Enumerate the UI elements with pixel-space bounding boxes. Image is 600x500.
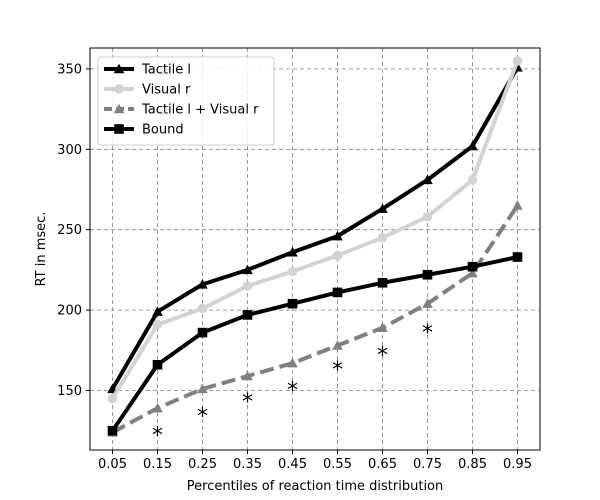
- data-point: [107, 393, 118, 404]
- series-line: [110, 60, 520, 400]
- x-tick-label: 0.35: [233, 457, 262, 472]
- x-tick-label: 0.95: [503, 457, 532, 472]
- legend-box: [97, 56, 275, 146]
- y-tick-label: 250: [57, 223, 82, 238]
- data-point: [242, 281, 253, 291]
- data-point: [287, 266, 298, 277]
- y-tick-label: 150: [57, 384, 82, 399]
- significance-asterisk: *: [377, 343, 388, 368]
- legend-marker: [114, 124, 124, 134]
- series-line: [111, 204, 520, 435]
- plot-frame: [89, 47, 541, 451]
- annotation-layer: * * * * * * *: [152, 321, 433, 449]
- series-0: [107, 62, 523, 394]
- legend-item: Tactile l + Visual r: [104, 103, 259, 118]
- data-point: [467, 175, 478, 185]
- legend-item: Tactile l: [104, 63, 191, 78]
- data-point: [422, 174, 433, 185]
- data-point: [377, 203, 388, 214]
- x-axis-label: Percentiles of reaction time distributio…: [187, 479, 444, 494]
- x-tick-label: 0.55: [323, 457, 352, 472]
- series-layer: [107, 56, 523, 437]
- data-point: [467, 261, 478, 272]
- data-point: [152, 402, 163, 413]
- axis-ticks: 0.05 0.15 0.25 0.35 0.45 0.55 0.65 0.75 0.85 0.95…: [57, 62, 532, 472]
- y-tick-label: 200: [57, 304, 82, 319]
- legend-label: Tactile l: [141, 63, 191, 78]
- y-tick-label: 300: [57, 143, 82, 158]
- data-point: [197, 279, 208, 289]
- data-point: [287, 298, 298, 309]
- series-line: [110, 66, 520, 390]
- data-point: [287, 246, 298, 257]
- data-point: [287, 357, 298, 368]
- data-point: [377, 322, 388, 333]
- significance-asterisk: *: [197, 404, 208, 429]
- data-point: [152, 319, 163, 330]
- x-tick-label: 0.45: [278, 457, 307, 472]
- data-point: [332, 287, 343, 298]
- legend-label: Visual r: [142, 83, 191, 98]
- data-point: [512, 56, 523, 66]
- y-tick-label: 350: [57, 62, 82, 77]
- data-point: [197, 327, 208, 338]
- x-tick-label: 0.75: [413, 457, 442, 472]
- legend: Tactile l Visual r Tactile l + Visual r Bou…: [97, 56, 275, 146]
- data-point: [197, 383, 208, 394]
- data-point: [512, 200, 523, 210]
- x-tick-label: 0.15: [143, 457, 172, 472]
- data-point: [332, 340, 343, 350]
- significance-asterisk: *: [422, 321, 433, 346]
- legend-item: Visual r: [104, 83, 191, 98]
- data-point: [422, 212, 433, 222]
- data-point: [377, 277, 388, 288]
- x-tick-label: 0.85: [458, 457, 487, 472]
- legend-item: Bound: [104, 123, 184, 138]
- significance-asterisk: *: [242, 390, 253, 415]
- data-point: [152, 359, 163, 370]
- y-axis-label: RT in msec.: [34, 212, 49, 287]
- data-point: [152, 306, 163, 316]
- x-tick-label: 0.25: [188, 457, 217, 472]
- legend-label: Tactile l + Visual r: [141, 103, 259, 118]
- data-point: [107, 425, 118, 436]
- data-point: [512, 252, 523, 262]
- series-line: [110, 255, 518, 432]
- significance-asterisk: *: [332, 358, 343, 383]
- x-tick-label: 0.05: [98, 457, 127, 472]
- legend-label: Bound: [142, 123, 184, 138]
- series-3: [107, 252, 523, 436]
- data-point: [467, 140, 478, 151]
- legend-marker: [113, 103, 125, 114]
- data-point: [377, 232, 388, 243]
- data-point: [242, 370, 253, 381]
- data-point: [332, 230, 343, 241]
- legend-marker: [114, 84, 124, 94]
- x-tick-label: 0.65: [368, 457, 397, 472]
- data-point: [197, 303, 208, 314]
- data-point: [467, 267, 478, 278]
- data-point: [242, 264, 253, 275]
- data-point: [422, 298, 433, 308]
- data-point: [242, 310, 253, 320]
- data-point: [332, 250, 343, 261]
- significance-asterisk: *: [287, 379, 298, 404]
- legend-marker: [113, 63, 125, 74]
- data-point: [422, 269, 433, 280]
- series-1: [107, 56, 523, 404]
- significance-asterisk: *: [152, 424, 163, 449]
